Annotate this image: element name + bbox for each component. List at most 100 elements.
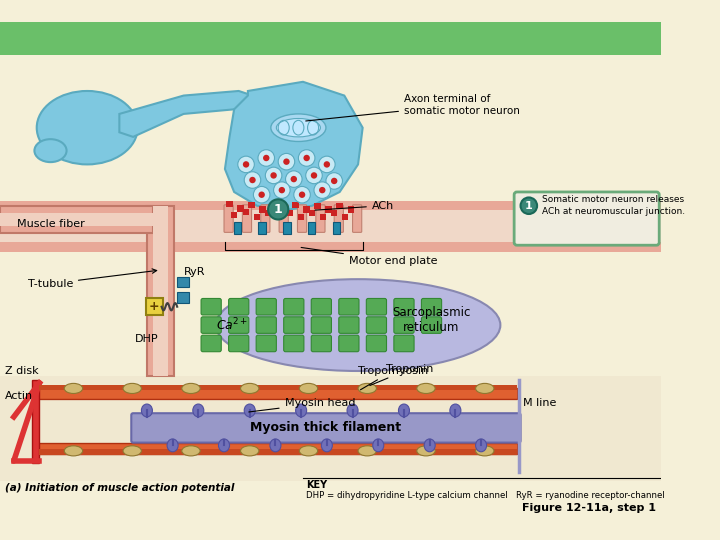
FancyBboxPatch shape [254,213,261,220]
Circle shape [266,167,282,184]
FancyBboxPatch shape [287,210,293,217]
Circle shape [303,155,310,161]
Text: (a) Initiation of muscle action potential: (a) Initiation of muscle action potentia… [4,483,234,492]
FancyBboxPatch shape [297,205,307,232]
Circle shape [258,150,274,166]
FancyBboxPatch shape [333,222,340,234]
Text: DHP: DHP [135,334,158,345]
FancyBboxPatch shape [271,202,276,209]
FancyBboxPatch shape [231,212,238,218]
Ellipse shape [240,446,259,456]
Circle shape [521,198,537,214]
Text: T-tubule: T-tubule [27,269,157,289]
Text: Tropomyosin: Tropomyosin [358,366,428,390]
Circle shape [311,172,318,179]
FancyBboxPatch shape [366,299,387,315]
Circle shape [258,192,265,198]
Circle shape [243,161,249,167]
FancyBboxPatch shape [201,317,221,333]
Text: Z disk: Z disk [4,366,38,376]
FancyBboxPatch shape [201,299,221,315]
Ellipse shape [218,439,230,452]
Polygon shape [225,82,363,210]
FancyBboxPatch shape [243,205,251,232]
Ellipse shape [296,404,307,417]
FancyBboxPatch shape [256,335,276,352]
FancyBboxPatch shape [261,205,270,232]
FancyBboxPatch shape [0,201,661,252]
FancyBboxPatch shape [421,299,441,315]
Text: KEY: KEY [306,480,327,490]
Circle shape [299,192,305,198]
FancyBboxPatch shape [284,299,304,315]
Ellipse shape [450,404,461,417]
FancyBboxPatch shape [146,299,163,315]
Text: RyR: RyR [184,267,205,277]
FancyBboxPatch shape [366,335,387,352]
FancyBboxPatch shape [147,206,174,376]
Ellipse shape [271,114,326,141]
FancyBboxPatch shape [0,213,153,226]
Ellipse shape [347,404,358,417]
Text: 1: 1 [274,203,282,216]
Text: Myosin head: Myosin head [249,398,355,412]
Circle shape [291,176,297,183]
Ellipse shape [417,383,435,394]
FancyBboxPatch shape [309,210,315,217]
FancyBboxPatch shape [229,317,249,333]
FancyBboxPatch shape [394,335,414,352]
Circle shape [283,158,289,165]
FancyBboxPatch shape [39,388,518,400]
FancyBboxPatch shape [514,192,660,245]
Ellipse shape [244,404,255,417]
FancyBboxPatch shape [308,222,315,234]
FancyBboxPatch shape [284,335,304,352]
FancyBboxPatch shape [234,222,241,234]
FancyBboxPatch shape [339,299,359,315]
Text: Axon terminal of
somatic motor neuron: Axon terminal of somatic motor neuron [306,94,520,121]
Ellipse shape [270,439,281,452]
FancyBboxPatch shape [276,213,282,220]
Text: +: + [149,300,160,313]
FancyBboxPatch shape [258,222,266,234]
FancyBboxPatch shape [366,317,387,333]
Circle shape [286,171,302,187]
FancyBboxPatch shape [316,205,325,232]
Ellipse shape [123,446,141,456]
FancyBboxPatch shape [283,222,291,234]
FancyBboxPatch shape [298,213,305,220]
Text: Troponin: Troponin [370,364,433,386]
FancyBboxPatch shape [336,202,343,209]
Ellipse shape [300,383,318,394]
Text: DHP = dihydropyridine L-type calcium channel   RyR = ryanodine receptor-channel: DHP = dihydropyridine L-type calcium cha… [306,491,665,501]
Text: Somatic motor neuron releases
ACh at neuromuscular junction.: Somatic motor neuron releases ACh at neu… [541,195,685,217]
Ellipse shape [216,279,500,371]
FancyBboxPatch shape [342,213,348,220]
Text: Motor end plate: Motor end plate [301,247,437,266]
Circle shape [268,199,288,219]
Circle shape [326,173,343,189]
FancyBboxPatch shape [303,206,310,213]
Circle shape [249,177,256,183]
Text: Muscle fiber: Muscle fiber [17,219,84,229]
Ellipse shape [240,383,259,394]
Ellipse shape [141,404,153,417]
FancyBboxPatch shape [0,210,661,242]
FancyBboxPatch shape [256,299,276,315]
FancyBboxPatch shape [32,380,40,463]
FancyBboxPatch shape [265,210,271,217]
FancyBboxPatch shape [40,385,517,390]
FancyBboxPatch shape [176,277,189,287]
FancyBboxPatch shape [348,206,354,213]
Text: Myosin thick filament: Myosin thick filament [251,421,402,434]
Circle shape [278,153,294,170]
Circle shape [253,186,270,203]
FancyBboxPatch shape [0,55,661,518]
FancyBboxPatch shape [421,317,441,333]
FancyBboxPatch shape [394,317,414,333]
Circle shape [274,182,290,198]
Text: Figure 12-11a, step 1: Figure 12-11a, step 1 [521,503,655,513]
FancyBboxPatch shape [284,317,304,333]
FancyBboxPatch shape [248,201,255,208]
FancyBboxPatch shape [131,413,521,443]
